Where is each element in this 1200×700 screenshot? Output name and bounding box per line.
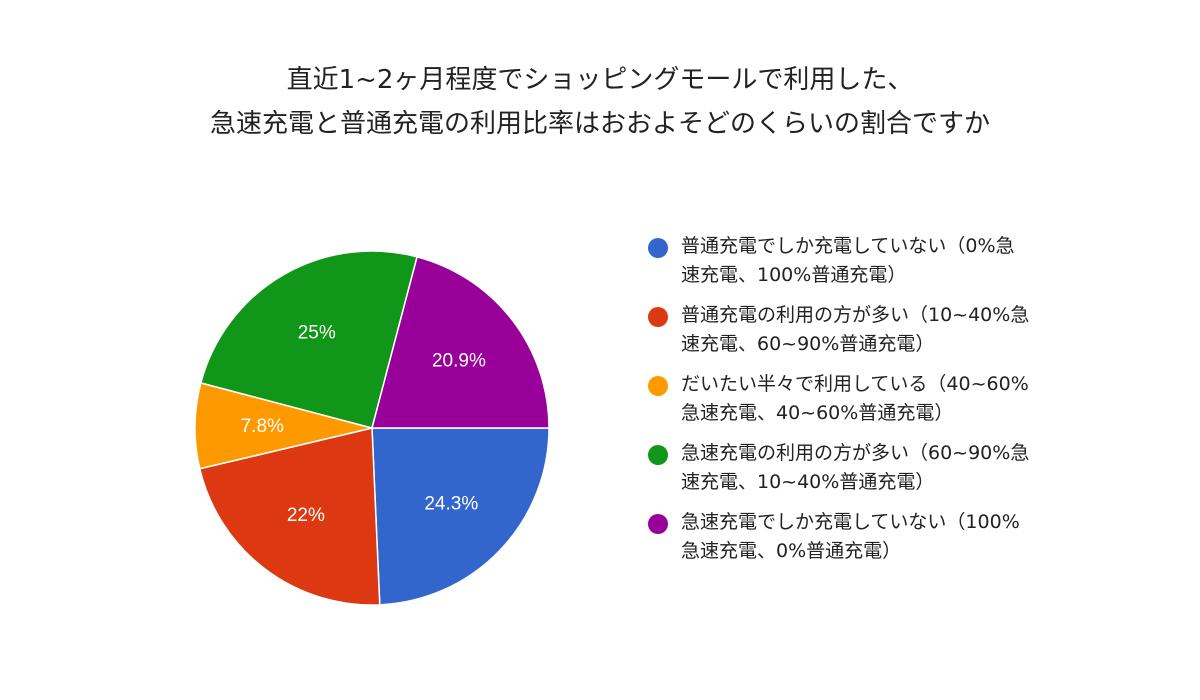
pie-slice-label-3: 25% (298, 323, 336, 344)
chart-title-line-2: 急速充電と普通充電の利用比率はおおよそどのくらいの割合ですか (209, 109, 990, 139)
pie-slice-label-0: 24.3% (424, 493, 478, 514)
legend-label-2: だいたい半々で利用している（40~60% 急速充電、40~60%普通充電） (681, 370, 1029, 428)
legend-swatch-3 (648, 445, 668, 465)
legend-label-0: 普通充電でしか充電していない（0%急 速充電、100%普通充電） (681, 232, 1015, 290)
legend-item-1: 普通充電の利用の方が多い（10~40%急 速充電、60~90%普通充電） (648, 301, 1098, 359)
legend-label-1: 普通充電の利用の方が多い（10~40%急 速充電、60~90%普通充電） (681, 301, 1029, 359)
legend-label-line: 速充電、10~40%普通充電） (681, 471, 935, 493)
legend-label-line: 急速充電、0%普通充電） (681, 540, 902, 562)
pie-slice-3 (199, 250, 419, 429)
chart-title-line-1: 直近1~2ヶ月程度でショッピングモールで利用した、 (286, 65, 914, 95)
pie-slice-0 (371, 427, 550, 606)
legend-label-line: 急速充電でしか充電していない（100% (681, 511, 1020, 533)
legend-label-4: 急速充電でしか充電していない（100% 急速充電、0%普通充電） (681, 508, 1020, 566)
chart-title: 直近1~2ヶ月程度でショッピングモールで利用した、 急速充電と普通充電の利用比率… (0, 58, 1200, 146)
legend-label-line: 急速充電の利用の方が多い（60~90%急 (681, 442, 1030, 464)
legend-swatch-2 (648, 376, 668, 396)
legend: 普通充電でしか充電していない（0%急 速充電、100%普通充電） 普通充電の利用の方… (648, 232, 1098, 577)
legend-label-3: 急速充電の利用の方が多い（60~90%急 速充電、10~40%普通充電） (681, 439, 1029, 497)
legend-item-3: 急速充電の利用の方が多い（60~90%急 速充電、10~40%普通充電） (648, 439, 1098, 497)
pie-slice-4 (371, 255, 550, 429)
pie-slice-label-2: 7.8% (241, 416, 284, 437)
legend-swatch-0 (648, 238, 668, 258)
pie-slice-label-1: 22% (287, 505, 325, 526)
pie-chart: 24.3% 22% 7.8% 25% 20.9% (194, 250, 550, 606)
legend-label-line: 普通充電でしか充電していない（0%急 (681, 235, 1015, 257)
legend-item-4: 急速充電でしか充電していない（100% 急速充電、0%普通充電） (648, 508, 1098, 566)
pie-slice-1 (198, 427, 381, 606)
legend-label-line: 急速充電、40~60%普通充電） (681, 402, 954, 424)
pie-slice-label-4: 20.9% (432, 351, 486, 372)
legend-label-line: だいたい半々で利用している（40~60% (681, 373, 1029, 395)
legend-swatch-4 (648, 514, 668, 534)
legend-label-line: 速充電、60~90%普通充電） (681, 333, 935, 355)
legend-label-line: 速充電、100%普通充電） (681, 264, 907, 286)
legend-swatch-1 (648, 307, 668, 327)
legend-item-0: 普通充電でしか充電していない（0%急 速充電、100%普通充電） (648, 232, 1098, 290)
legend-item-2: だいたい半々で利用している（40~60% 急速充電、40~60%普通充電） (648, 370, 1098, 428)
legend-label-line: 普通充電の利用の方が多い（10~40%急 (681, 304, 1030, 326)
